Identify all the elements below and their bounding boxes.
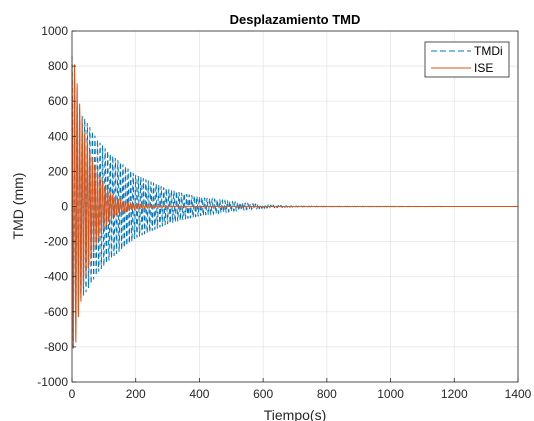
y-tick-label: -400 <box>44 270 68 284</box>
legend-label-ise: ISE <box>474 61 493 75</box>
x-tick-label: 1200 <box>441 387 468 401</box>
series-ise-line <box>71 64 518 349</box>
tick-labels: 0 200 400 600 800 1000 1200 1400 1000 800 600 400 20… <box>37 24 531 401</box>
y-tick-label: -800 <box>44 340 68 354</box>
series-layer <box>71 55 518 349</box>
y-tick-label: -1000 <box>37 375 68 389</box>
y-tick-label: 600 <box>48 94 68 108</box>
x-tick-label: 400 <box>189 387 209 401</box>
y-tick-label: 1000 <box>41 24 68 38</box>
y-tick-label: 400 <box>48 129 68 143</box>
x-tick-label: 200 <box>126 387 146 401</box>
x-axis-label: Tiempo(s) <box>264 407 327 421</box>
y-tick-label: -200 <box>44 235 68 249</box>
y-tick-label: -600 <box>44 305 68 319</box>
y-tick-label: 200 <box>48 164 68 178</box>
legend: TMDi ISE <box>424 41 510 78</box>
legend-box <box>424 41 510 78</box>
y-tick-label: 800 <box>48 59 68 73</box>
y-tick-label: 0 <box>61 200 68 214</box>
ticks <box>71 30 519 383</box>
x-tick-label: 800 <box>317 387 337 401</box>
legend-label-tmdi: TMDi <box>474 44 503 58</box>
x-tick-label: 0 <box>69 387 76 401</box>
x-tick-label: 1400 <box>505 387 532 401</box>
y-axis-label: TMD (mm) <box>10 173 26 240</box>
chart-title: Desplazamiento TMD <box>230 12 361 27</box>
x-tick-label: 600 <box>253 387 273 401</box>
x-tick-label: 1000 <box>377 387 404 401</box>
